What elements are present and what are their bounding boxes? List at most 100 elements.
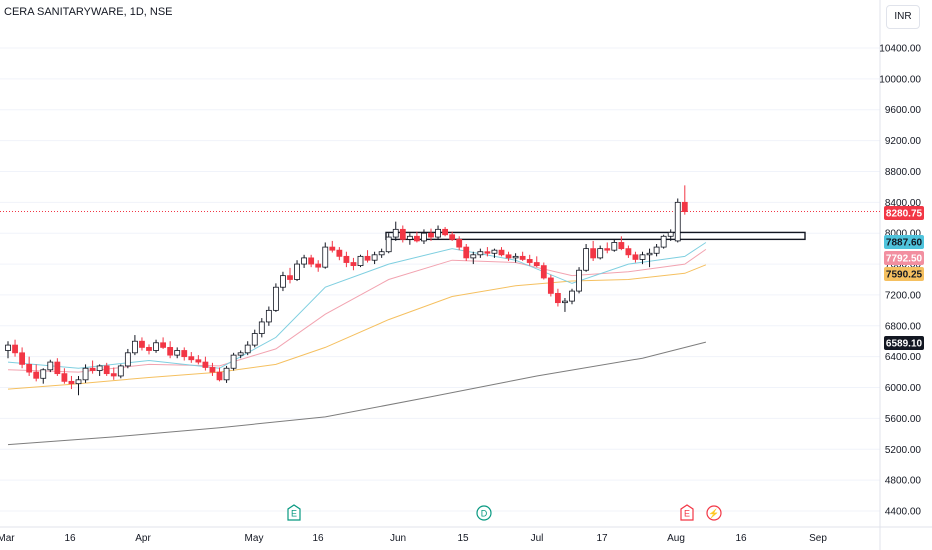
candle-body (562, 300, 568, 304)
sma-200-line (7, 341, 707, 446)
candle-body (660, 235, 667, 248)
y-tick-label: 8400.00 (885, 198, 922, 209)
y-tick-label: 8800.00 (885, 167, 922, 178)
x-tick-label: Jul (531, 533, 544, 544)
candle-body (216, 371, 223, 381)
y-tick-label: 9200.00 (885, 136, 922, 147)
candle-body (364, 255, 371, 261)
symbol-title: CERA SANITARYWARE, 1D, NSE (4, 6, 173, 18)
event-marker-earnings[interactable]: E (287, 504, 301, 521)
candle-body (350, 262, 357, 267)
y-tick-label: 5600.00 (885, 414, 922, 425)
event-marker-label: E (291, 509, 297, 519)
event-marker-earnings-upcoming[interactable]: E (680, 504, 694, 521)
candle-body (258, 321, 265, 334)
candle-body (146, 347, 152, 351)
candle-body (110, 373, 117, 377)
candle-body (280, 275, 286, 288)
price-label-box (884, 206, 924, 220)
candle-body (505, 254, 512, 259)
currency-selector[interactable]: INR (886, 5, 920, 29)
candle-body (272, 286, 279, 311)
candle-body (611, 242, 618, 251)
x-tick-label: 15 (457, 533, 469, 544)
y-tick-label: 8000.00 (885, 229, 922, 240)
candle-body (632, 254, 639, 260)
x-tick-label: Apr (135, 533, 151, 544)
candle-body (512, 255, 519, 259)
event-marker-label: E (684, 509, 690, 519)
candle-body (12, 344, 18, 354)
event-marker-split[interactable]: ⚡ (706, 505, 722, 521)
candle-body (82, 367, 89, 381)
candle-body (174, 350, 181, 356)
candle-body (681, 201, 688, 212)
candle-body (653, 246, 660, 254)
candle-body (33, 371, 40, 379)
y-tick-label: 9600.00 (885, 105, 922, 116)
y-tick-label: 6800.00 (885, 321, 922, 332)
candle-body (230, 354, 237, 369)
x-tick-label: 16 (312, 533, 324, 544)
candle-body (555, 292, 561, 304)
sma-50-line (7, 264, 707, 390)
candle-body (195, 359, 202, 363)
candle-body (209, 367, 216, 373)
price-label: 7792.50 (886, 254, 923, 265)
candle-body (470, 254, 477, 259)
candle-body (498, 249, 505, 256)
candle-body (583, 248, 589, 271)
candle-body (343, 255, 350, 263)
candle-body (533, 262, 540, 267)
y-tick-label: 4400.00 (885, 507, 922, 518)
candle-body (244, 344, 251, 354)
candle-body (357, 255, 364, 267)
candle-body (188, 356, 195, 361)
candle-body (26, 363, 33, 373)
price-label: 7887.60 (886, 238, 923, 249)
candle-body (547, 277, 554, 294)
candle-body (202, 361, 209, 368)
price-label-box (884, 251, 924, 265)
x-tick-label: May (245, 533, 264, 544)
candle-body (54, 361, 61, 375)
candle-body (124, 352, 131, 367)
candle-body (618, 242, 625, 250)
candle-body (519, 255, 526, 260)
candle-body (96, 365, 103, 371)
event-marker-label: D (481, 509, 488, 519)
candle-body (484, 251, 491, 254)
candle-body (89, 367, 96, 371)
price-label-box (884, 336, 924, 350)
event-marker-dividend[interactable]: D (476, 505, 492, 521)
candle-body (103, 365, 110, 375)
x-tick-label: Sep (809, 533, 827, 544)
candle-body (223, 367, 230, 381)
candle-body (153, 342, 159, 351)
candle-body (75, 379, 82, 385)
candle-body (181, 350, 188, 358)
candle-body (287, 275, 293, 280)
candle-body (329, 246, 336, 251)
sma-10-line (7, 242, 707, 369)
candle-body (625, 248, 632, 256)
breakout-zone-rect[interactable] (385, 231, 806, 241)
candle-body (61, 373, 68, 382)
candle-body (322, 246, 329, 268)
x-tick-label: Jun (390, 533, 406, 544)
y-tick-label: 6000.00 (885, 383, 922, 394)
candle-body (428, 232, 434, 238)
candle-body (392, 228, 399, 238)
candle-body (456, 238, 463, 248)
candle-body (378, 251, 385, 256)
candle-body (569, 290, 575, 302)
y-tick-label: 7200.00 (885, 290, 922, 301)
candle-body (674, 201, 681, 242)
candle-body (160, 342, 167, 348)
price-label: 7590.25 (886, 270, 923, 281)
candle-body (139, 340, 145, 348)
candle-body (265, 309, 272, 323)
candle-body (413, 235, 420, 242)
candle-body (385, 236, 392, 253)
